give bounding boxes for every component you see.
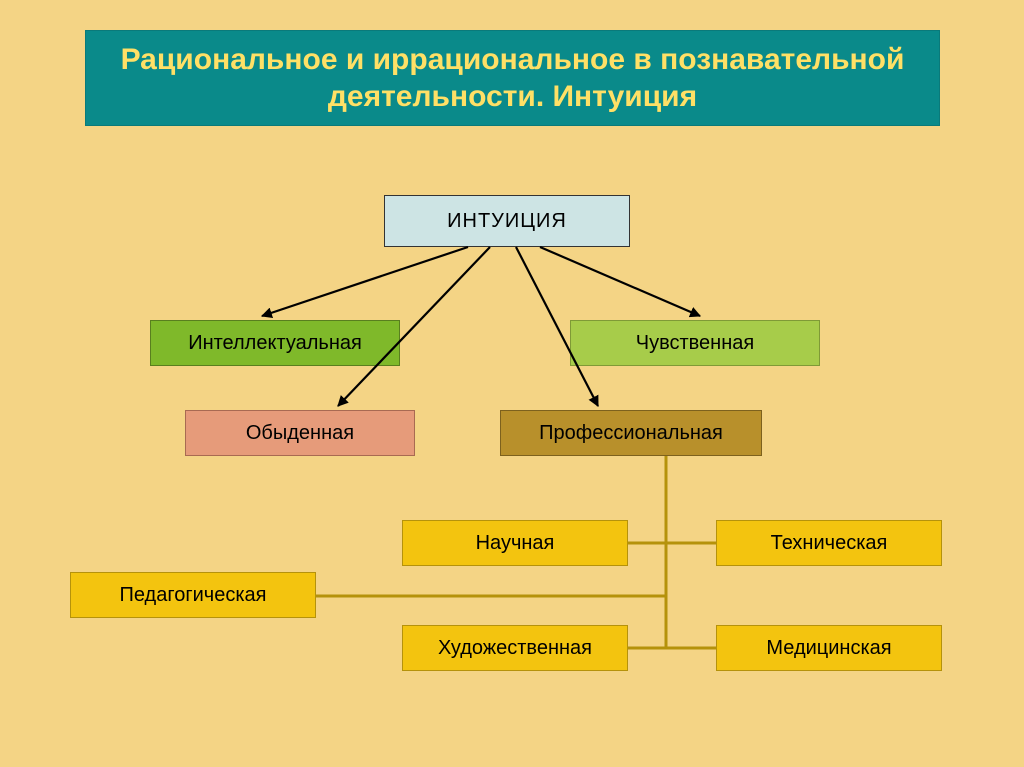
title-banner: Рациональное и иррациональное в познават… [85,30,940,126]
node-root-label: ИНТУИЦИЯ [447,210,567,233]
node-professional-label: Профессиональная [539,422,723,445]
node-intellectual: Интеллектуальная [150,320,400,366]
node-medical: Медицинская [716,625,942,671]
node-professional: Профессиональная [500,410,762,456]
node-scientific: Научная [402,520,628,566]
node-technical: Техническая [716,520,942,566]
node-artistic-label: Художественная [438,637,592,660]
node-scientific-label: Научная [476,532,555,555]
node-technical-label: Техническая [771,532,888,555]
node-everyday: Обыденная [185,410,415,456]
node-artistic: Художественная [402,625,628,671]
node-root: ИНТУИЦИЯ [384,195,630,247]
node-sensory: Чувственная [570,320,820,366]
node-pedagogical-label: Педагогическая [120,584,267,607]
slide-canvas: Рациональное и иррациональное в познават… [0,0,1024,767]
node-intellectual-label: Интеллектуальная [188,332,362,355]
node-medical-label: Медицинская [766,637,891,660]
node-sensory-label: Чувственная [636,332,754,355]
node-pedagogical: Педагогическая [70,572,316,618]
node-everyday-label: Обыденная [246,422,354,445]
title-text: Рациональное и иррациональное в познават… [96,41,929,116]
